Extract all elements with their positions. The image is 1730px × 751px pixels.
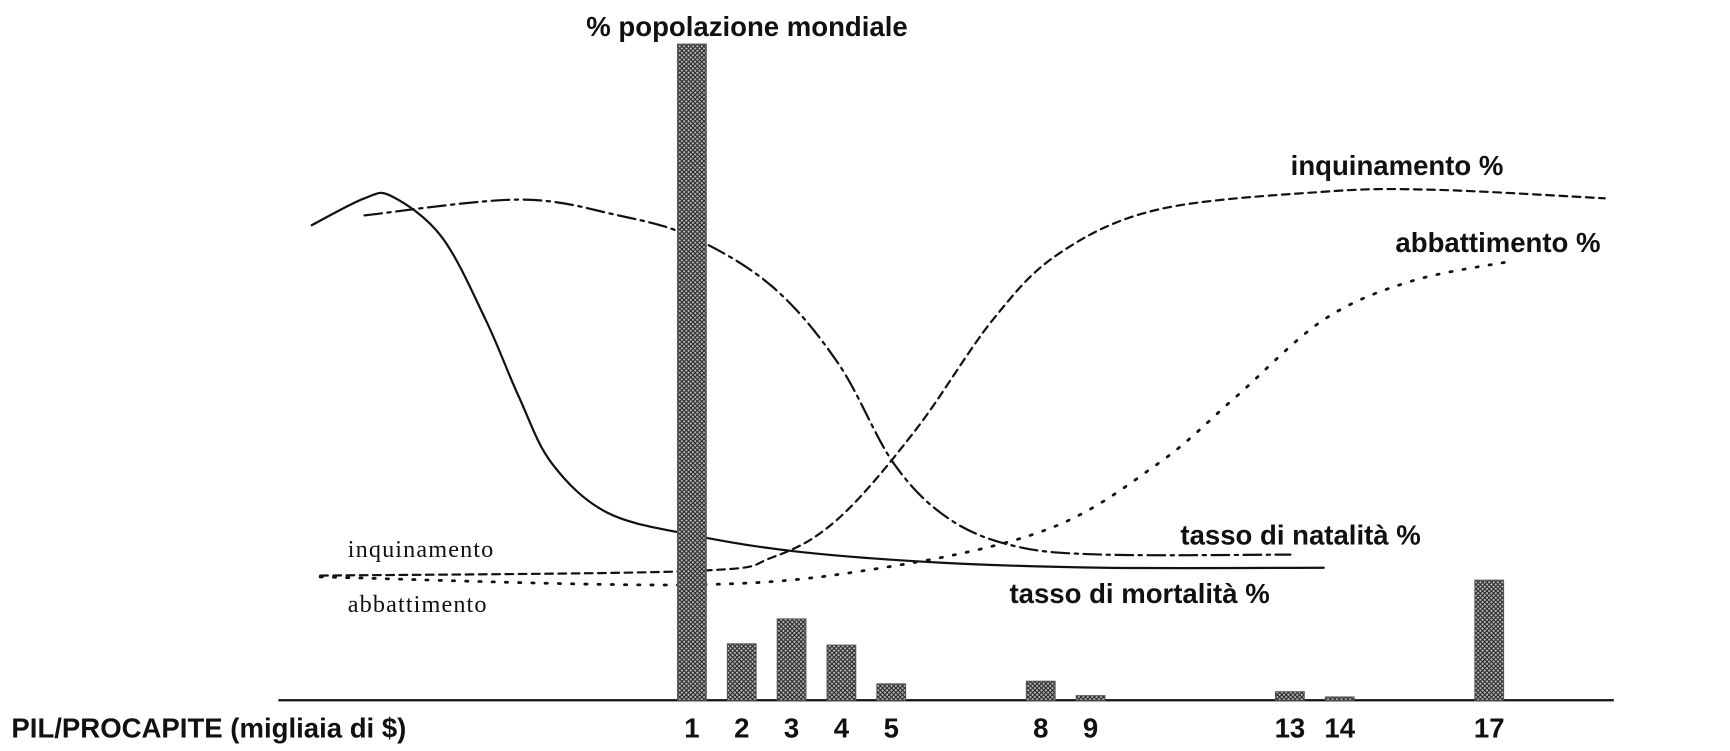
bar <box>776 618 807 701</box>
x-tick-label: 1 <box>684 712 699 743</box>
bar <box>726 643 757 701</box>
x-tick-label: 3 <box>784 712 799 743</box>
annotation: inquinamento <box>348 536 495 563</box>
bar <box>1275 691 1305 701</box>
bar <box>677 43 707 701</box>
x-tick-label: 13 <box>1275 712 1306 743</box>
bar <box>876 683 907 701</box>
series-line <box>363 198 1292 557</box>
series-label: abbattimento % <box>1395 227 1600 258</box>
series-line <box>310 191 1325 570</box>
annotation: abbattimento <box>348 591 488 618</box>
bar <box>1025 680 1056 701</box>
bar <box>1324 696 1355 701</box>
bar <box>1075 695 1106 701</box>
x-tick-label: 14 <box>1324 712 1355 743</box>
x-tick-label: 5 <box>884 712 899 743</box>
series-label: tasso di mortalità % <box>1009 578 1269 609</box>
series-label: tasso di natalità % <box>1180 519 1420 550</box>
x-tick-label: 9 <box>1083 712 1098 743</box>
x-axis-label: PIL/PROCAPITE (migliaia di $) <box>11 712 406 743</box>
series-label: inquinamento % <box>1291 150 1504 181</box>
chart-title: % popolazione mondiale <box>586 11 907 42</box>
x-tick-label: 17 <box>1474 712 1505 743</box>
x-tick-label: 4 <box>834 712 850 743</box>
bar <box>826 644 857 701</box>
x-tick-label: 8 <box>1033 712 1048 743</box>
x-tick-label: 2 <box>734 712 749 743</box>
bar <box>1474 579 1505 701</box>
